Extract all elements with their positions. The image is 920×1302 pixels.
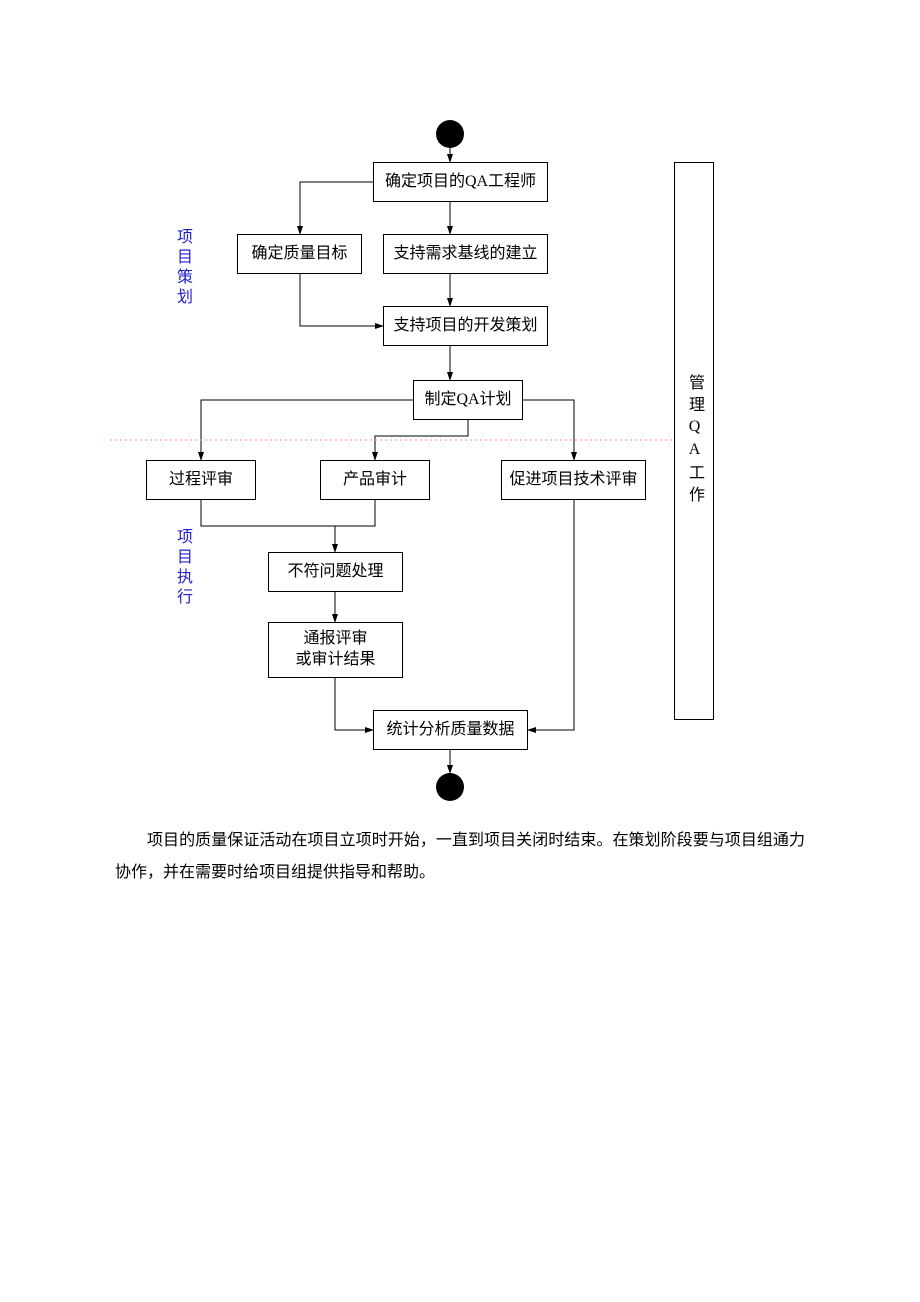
phase-label-text: 项目策划 (174, 228, 191, 308)
body-paragraph: 项目的质量保证活动在项目立项时开始，一直到项目关闭时结束。在策划阶段要与项目组通… (115, 825, 805, 889)
node-label: 不符问题处理 (287, 562, 383, 583)
phase-label-execution: 项目执行 (170, 528, 194, 608)
node-qa-plan: 制定QA计划 (413, 380, 523, 420)
node-label: 制定QA计划 (424, 390, 511, 411)
node-determine-qa-engineer: 确定项目的QA工程师 (373, 162, 548, 202)
node-label: 通报评审或审计结果 (295, 629, 375, 671)
start-dot (436, 120, 464, 148)
node-support-requirement-baseline: 支持需求基线的建立 (383, 234, 548, 274)
end-dot (436, 773, 464, 801)
body-paragraph-text: 项目的质量保证活动在项目立项时开始，一直到项目关闭时结束。在策划阶段要与项目组通… (115, 825, 805, 889)
node-promote-tech-review: 促进项目技术评审 (501, 460, 646, 500)
manage-qa-work-bar: 管理QA工作 (674, 162, 714, 720)
node-label: 过程评审 (169, 470, 233, 491)
node-product-audit: 产品审计 (320, 460, 430, 500)
node-report-results: 通报评审或审计结果 (268, 622, 403, 678)
node-label: 支持需求基线的建立 (393, 244, 537, 265)
phase-label-planning: 项目策划 (170, 228, 194, 308)
node-label: 促进项目技术评审 (509, 470, 637, 491)
flowchart-canvas: 确定项目的QA工程师 确定质量目标 支持需求基线的建立 支持项目的开发策划 制定… (0, 0, 920, 1302)
node-label: 确定项目的QA工程师 (385, 172, 536, 193)
node-nonconformance-handling: 不符问题处理 (268, 552, 403, 592)
node-analyze-quality-data: 统计分析质量数据 (373, 710, 528, 750)
node-process-review: 过程评审 (146, 460, 256, 500)
node-quality-goal: 确定质量目标 (237, 234, 362, 274)
node-label: 支持项目的开发策划 (393, 316, 537, 337)
node-support-dev-planning: 支持项目的开发策划 (383, 306, 548, 346)
node-label: 统计分析质量数据 (386, 720, 514, 741)
node-label: 确定质量目标 (251, 244, 347, 265)
phase-label-text: 项目执行 (174, 528, 191, 608)
node-label: 产品审计 (343, 470, 407, 491)
right-bar-label: 管理QA工作 (682, 374, 706, 508)
